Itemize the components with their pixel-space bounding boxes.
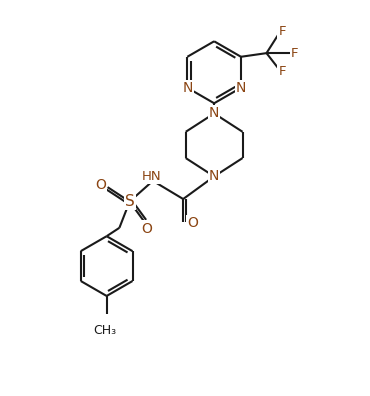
Text: O: O (95, 178, 106, 192)
Text: HN: HN (142, 169, 161, 183)
Text: F: F (278, 65, 286, 78)
Text: S: S (125, 194, 134, 209)
Text: F: F (278, 25, 286, 38)
Text: N: N (182, 81, 192, 95)
Text: F: F (291, 47, 298, 60)
Text: O: O (142, 221, 152, 236)
Text: N: N (209, 107, 219, 120)
Text: O: O (187, 217, 198, 230)
Text: N: N (236, 81, 246, 95)
Text: N: N (209, 169, 219, 183)
Text: CH₃: CH₃ (93, 324, 117, 337)
